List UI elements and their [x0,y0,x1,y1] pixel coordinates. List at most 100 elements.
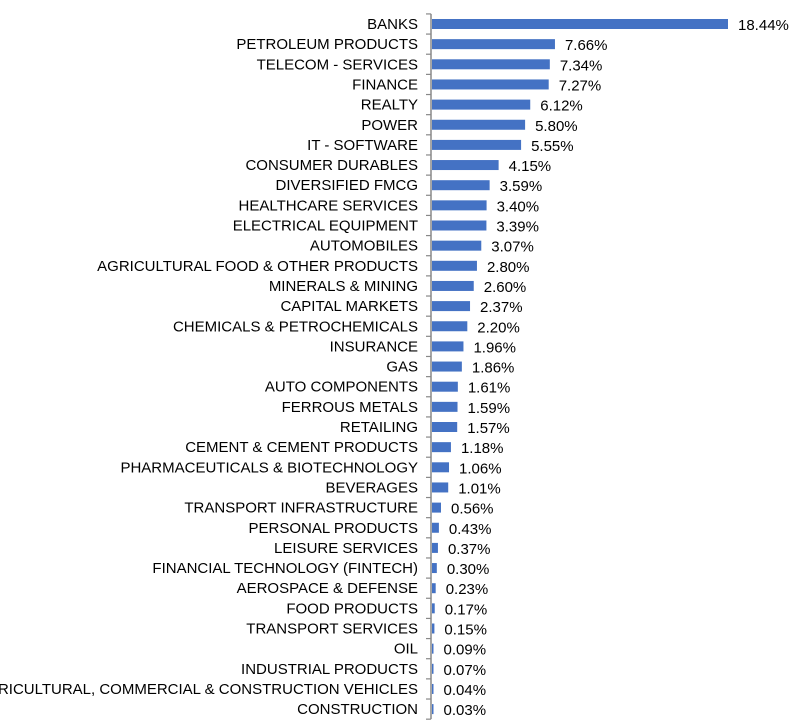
bar-4 [432,99,531,110]
category-label-15: CHEMICALS & PETROCHEMICALS [173,318,418,335]
category-label-8: DIVERSIFIED FMCG [275,177,418,194]
category-label-19: FERROUS METALS [282,399,418,416]
value-label-27: 0.30% [447,561,490,578]
value-label-30: 0.15% [444,622,487,639]
value-label-11: 3.07% [491,239,534,256]
value-label-13: 2.60% [484,279,527,296]
category-label-16: INSURANCE [330,338,418,355]
bar-8 [432,180,490,191]
value-label-18: 1.61% [468,380,511,397]
bar-21 [432,442,451,453]
category-label-25: PERSONAL PRODUCTS [249,520,418,537]
value-label-19: 1.59% [468,400,511,417]
bar-22 [432,462,450,473]
category-label-0: BANKS [367,16,418,33]
category-label-7: CONSUMER DURABLES [245,157,418,174]
bar-23 [432,482,449,493]
value-label-15: 2.20% [477,319,520,336]
category-label-4: REALTY [361,97,418,114]
bar-17 [432,361,462,372]
bars-group [432,19,728,715]
category-label-34: CONSTRUCTION [297,701,418,718]
bar-14 [432,301,471,312]
value-labels-group: 18.44% 7.66% 7.34% 7.27% 6.12% 5.80% 5.55% 4.15… [444,17,789,719]
bar-9 [432,200,487,211]
bar-33 [432,683,434,694]
bar-18 [432,381,458,392]
bar-2 [432,59,550,70]
category-label-24: TRANSPORT INFRASTRUCTURE [184,500,418,517]
value-label-1: 7.66% [565,37,608,54]
value-label-7: 4.15% [509,158,552,175]
bar-27 [432,563,437,574]
bar-0 [432,19,728,29]
category-label-10: ELECTRICAL EQUIPMENT [233,218,418,235]
bar-5 [432,119,526,130]
category-label-5: POWER [361,117,418,134]
value-label-17: 1.86% [472,360,515,377]
category-label-14: CAPITAL MARKETS [280,298,418,315]
value-label-23: 1.01% [458,480,501,497]
value-label-33: 0.04% [444,682,487,699]
bar-20 [432,422,458,432]
category-label-3: FINANCE [352,76,418,93]
bar-7 [432,160,499,171]
value-label-28: 0.23% [446,581,489,598]
bar-10 [432,220,487,231]
bar-19 [432,401,458,412]
category-label-31: OIL [394,641,418,658]
value-label-25: 0.43% [449,521,492,538]
bar-24 [432,502,441,513]
category-label-6: IT - SOFTWARE [307,137,418,154]
category-label-33: AGRICULTURAL, COMMERCIAL & CONSTRUCTION … [0,681,418,698]
value-label-26: 0.37% [448,541,491,558]
value-label-12: 2.80% [487,259,530,276]
bar-1 [432,39,555,50]
value-label-4: 6.12% [540,98,583,115]
bar-13 [432,280,474,291]
value-label-16: 1.96% [473,339,516,356]
value-label-6: 5.55% [531,138,574,155]
category-label-1: PETROLEUM PRODUCTS [236,36,418,53]
value-label-3: 7.27% [559,77,602,94]
category-label-9: HEALTHCARE SERVICES [239,197,419,214]
bar-32 [432,663,434,674]
category-label-11: AUTOMOBILES [310,238,418,255]
bar-28 [432,583,436,594]
value-label-8: 3.59% [500,178,543,195]
category-label-2: TELECOM - SERVICES [257,56,418,73]
value-label-32: 0.07% [444,662,487,679]
value-label-31: 0.09% [444,642,487,659]
bar-30 [432,623,435,634]
value-label-2: 7.34% [560,57,603,74]
category-labels-group: BANKS PETROLEUM PRODUCTS TELECOM - SERVICE… [0,16,418,718]
category-label-29: FOOD PRODUCTS [286,600,418,617]
value-label-22: 1.06% [459,460,502,477]
bar-16 [432,341,464,352]
category-label-22: PHARMACEUTICALS & BIOTECHNOLOGY [120,459,418,476]
bar-25 [432,522,439,533]
y-axis [426,13,432,720]
value-label-0: 18.44% [738,17,789,34]
category-label-28: AEROSPACE & DEFENSE [237,580,418,597]
value-label-29: 0.17% [445,601,488,618]
bar-11 [432,240,482,251]
category-label-26: LEISURE SERVICES [274,540,418,557]
bar-34 [432,704,434,715]
category-label-23: BEVERAGES [325,479,418,496]
value-label-5: 5.80% [535,118,578,135]
bar-3 [432,79,549,90]
category-label-12: AGRICULTURAL FOOD & OTHER PRODUCTS [97,258,418,275]
category-label-20: RETAILING [340,419,418,436]
value-label-34: 0.03% [444,702,487,719]
value-label-21: 1.18% [461,440,504,457]
value-label-14: 2.37% [480,299,523,316]
value-label-24: 0.56% [451,501,494,518]
category-label-13: MINERALS & MINING [269,278,418,295]
bar-31 [432,643,434,654]
bar-15 [432,321,468,332]
category-label-21: CEMENT & CEMENT PRODUCTS [185,439,418,456]
value-label-10: 3.39% [496,219,539,236]
bar-6 [432,139,522,150]
